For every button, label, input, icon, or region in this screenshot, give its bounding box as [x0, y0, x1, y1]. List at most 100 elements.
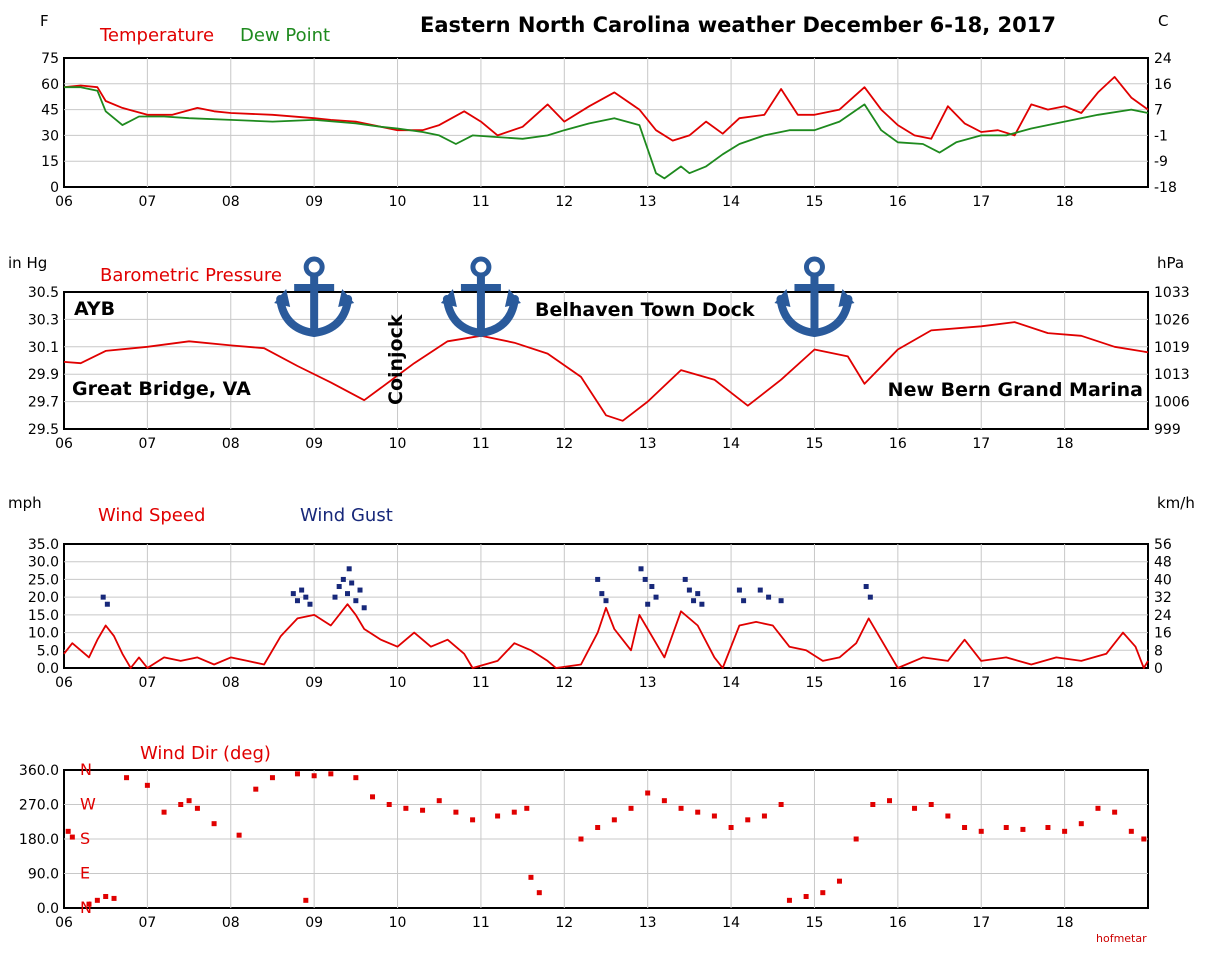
x-tick-label: 08	[222, 675, 240, 691]
data-point	[741, 598, 747, 604]
data-point	[1128, 828, 1134, 834]
y-tick-label: 45	[41, 103, 59, 119]
wind-y-left-ticks: 35.0 30.025.0 20.0 15.0 10.05.0 0.0	[28, 537, 59, 677]
data-point	[524, 805, 530, 811]
data-point	[928, 802, 934, 807]
data-point	[294, 771, 300, 777]
y-tick-label: 360.0	[19, 763, 59, 779]
data-point	[962, 825, 968, 830]
x-tick-label: 10	[389, 194, 407, 210]
anchor-icon	[774, 256, 855, 338]
y-tick-label: 60	[41, 77, 59, 93]
compass-label: N	[80, 898, 92, 917]
pressure-x-ticks: 06 07 08 09 10 11 12 13 14 15 16 17 18	[55, 436, 1073, 452]
wind-direction-grid	[64, 770, 1148, 908]
x-tick-label: 11	[472, 436, 490, 452]
data-point	[236, 832, 242, 838]
wind-right-unit: km/h	[1157, 494, 1195, 512]
data-point	[495, 813, 501, 819]
wind-panel: mph km/h Wind Speed Wind Gust 35.0 30.025…	[8, 494, 1195, 691]
data-point	[111, 895, 117, 901]
y-tick-label: 0.0	[37, 901, 59, 917]
temp-right-unit: C	[1158, 12, 1168, 30]
temperature-x-ticks: 06 07 08 09 10 11 12 13 14 15 16 17 18	[55, 194, 1073, 210]
data-point	[638, 566, 644, 572]
data-point	[686, 587, 692, 593]
y-tick-label: 30.1	[28, 340, 59, 356]
x-tick-label: 12	[555, 675, 573, 691]
y-tick-label: 30.0	[28, 555, 59, 571]
data-point	[603, 598, 609, 604]
data-point	[595, 576, 601, 582]
x-tick-label: 07	[138, 194, 156, 210]
data-point	[124, 775, 130, 781]
x-tick-label: 16	[889, 194, 907, 210]
x-tick-label: 16	[889, 436, 907, 452]
data-point	[294, 598, 300, 604]
x-tick-label: 18	[1056, 675, 1074, 691]
data-point	[307, 601, 313, 607]
data-point	[649, 584, 655, 590]
data-point	[682, 576, 688, 582]
y-right-tick-label: -1	[1154, 128, 1168, 144]
x-tick-label: 08	[222, 915, 240, 931]
data-point	[144, 782, 150, 788]
y-tick-label: 29.7	[28, 395, 59, 411]
data-point	[761, 813, 767, 819]
series-line	[63, 321, 1149, 422]
data-point	[978, 828, 984, 834]
x-tick-label: 17	[972, 436, 990, 452]
data-point	[863, 584, 869, 590]
x-tick-label: 12	[555, 436, 573, 452]
x-tick-label: 11	[472, 194, 490, 210]
data-point	[403, 805, 409, 811]
data-point	[353, 598, 359, 604]
y-right-tick-label: 1026	[1154, 312, 1190, 328]
data-point	[870, 802, 876, 807]
y-right-tick-label: 24	[1154, 608, 1172, 624]
anchor-markers	[274, 256, 855, 338]
y-tick-label: 30.3	[28, 312, 59, 328]
x-tick-label: 07	[138, 915, 156, 931]
data-point	[311, 773, 317, 779]
wind-direction-x-ticks: 06 07 08 09 10 11 12 13 14 15 16 17 18	[55, 915, 1073, 931]
data-point	[353, 775, 359, 781]
y-tick-label: 30	[41, 128, 59, 144]
temperature-series-label: Temperature	[99, 25, 214, 46]
pressure-plot-frame	[63, 291, 1149, 430]
data-point	[611, 817, 617, 823]
great-bridge-annotation: Great Bridge, VA	[72, 378, 251, 400]
data-point	[94, 897, 100, 903]
series-line	[63, 603, 1149, 669]
data-point	[595, 825, 601, 830]
y-tick-label: 0.0	[37, 661, 59, 677]
data-point	[104, 601, 110, 607]
main-title: Eastern North Carolina weather December …	[420, 13, 1056, 37]
x-tick-label: 06	[55, 194, 73, 210]
y-right-tick-label: 1019	[1154, 340, 1190, 356]
x-tick-label: 08	[222, 194, 240, 210]
x-tick-label: 16	[889, 675, 907, 691]
data-point	[370, 794, 376, 800]
y-right-tick-label: 999	[1154, 422, 1181, 438]
y-right-tick-label: 8	[1154, 643, 1163, 659]
series-line	[63, 76, 1149, 142]
x-tick-label: 18	[1056, 436, 1074, 452]
data-point	[253, 786, 259, 792]
data-point	[678, 805, 684, 811]
x-tick-label: 14	[722, 436, 740, 452]
x-tick-label: 09	[305, 194, 323, 210]
y-tick-label: 15.0	[28, 608, 59, 624]
data-point	[345, 591, 351, 597]
y-tick-label: 90.0	[28, 867, 59, 883]
temperature-y-left-ticks: 75 60 45 30 15 0	[41, 51, 59, 196]
data-point	[628, 805, 634, 811]
data-point	[1020, 826, 1026, 832]
data-point	[194, 805, 200, 811]
y-right-tick-label: 7	[1154, 103, 1163, 119]
x-tick-label: 08	[222, 436, 240, 452]
x-tick-label: 16	[889, 915, 907, 931]
data-point	[178, 802, 184, 807]
y-tick-label: 75	[41, 51, 59, 67]
